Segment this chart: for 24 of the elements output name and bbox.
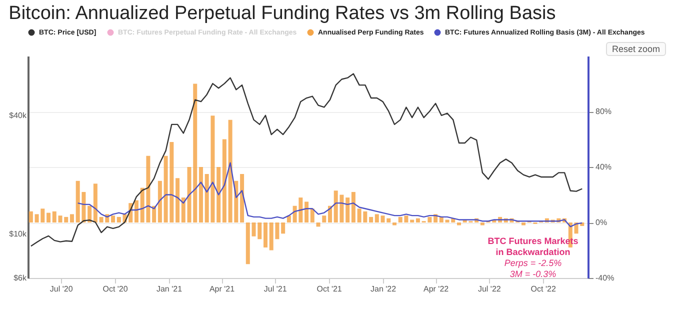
annotation: Perps = -2.5% [503, 258, 563, 269]
y2-tick-label: -40% [596, 274, 614, 282]
x-tick-label: Jul '20 [50, 284, 74, 294]
x-tick-label: Jan '21 [156, 284, 183, 294]
y-tick-label: $10k [9, 230, 28, 239]
x-tick-label: Apr '21 [209, 284, 236, 294]
x-tick-label: Jul '21 [264, 284, 288, 294]
y-tick-label: $6k [14, 274, 28, 282]
x-tick-label: Oct '20 [102, 284, 128, 294]
x-tick-label: Apr '22 [423, 284, 450, 294]
y2-tick-label: 40% [596, 162, 612, 172]
annotation: in Backwardation [494, 247, 572, 258]
y2-tick-label: 80% [596, 107, 612, 116]
x-tick-label: Jan '22 [370, 284, 397, 294]
x-tick-label: Oct '21 [316, 284, 342, 294]
chart-title: Bitcoin: Annualized Perpetual Funding Rates vs 3m Rolling Basis [8, 3, 556, 24]
x-tick-label: Jul '22 [478, 284, 502, 294]
y2-tick-label: 0% [596, 218, 608, 227]
annotation: 3M = -0.3% [510, 269, 556, 279]
line-series [30, 73, 583, 247]
reset-zoom-button: Reset zoom [606, 42, 666, 56]
y-tick-label: $40k [9, 110, 28, 120]
line-series [77, 162, 583, 228]
x-tick-label: Oct '22 [530, 284, 556, 294]
